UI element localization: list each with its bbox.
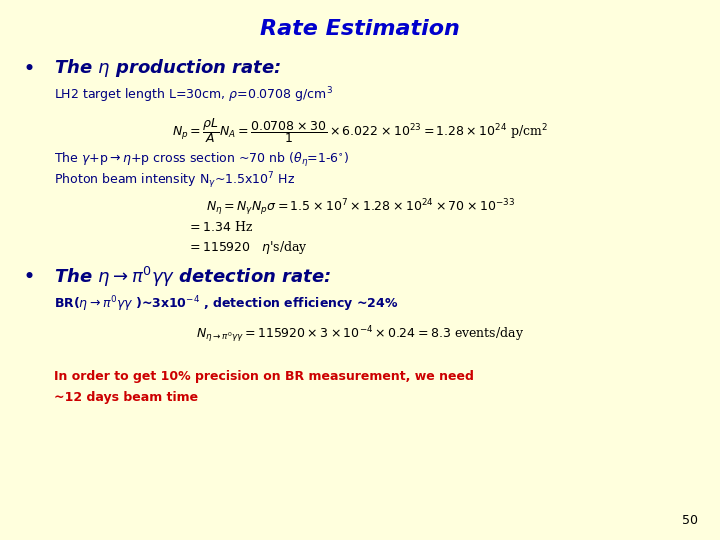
Text: In order to get 10% precision on BR measurement, we need: In order to get 10% precision on BR meas… [54, 370, 474, 383]
Text: ~12 days beam time: ~12 days beam time [54, 392, 198, 404]
Text: Rate Estimation: Rate Estimation [260, 19, 460, 39]
Text: $N_{\eta\rightarrow\pi^0\gamma\gamma} = 115920\times3\times10^{-4}\times0.24 = 8: $N_{\eta\rightarrow\pi^0\gamma\gamma} = … [196, 324, 524, 345]
Text: $N_p = \dfrac{\rho L}{A} N_A = \dfrac{0.0708\times30}{1}\times6.022\times10^{23}: $N_p = \dfrac{\rho L}{A} N_A = \dfrac{0.… [172, 116, 548, 145]
Text: The $\eta$ production rate:: The $\eta$ production rate: [54, 57, 282, 79]
Text: The $\eta$$\rightarrow$$\pi^0\gamma\gamma$ detection rate:: The $\eta$$\rightarrow$$\pi^0\gamma\gamm… [54, 265, 331, 289]
Text: The $\gamma$+p$\rightarrow$$\eta$+p cross section ~70 nb ($\theta_{\eta}$=1-6$^{: The $\gamma$+p$\rightarrow$$\eta$+p cros… [54, 151, 350, 169]
Text: BR($\eta$$\rightarrow$$\pi^0\gamma\gamma$ )~3x10$^{-4}$ , detection efficiency ~: BR($\eta$$\rightarrow$$\pi^0\gamma\gamma… [54, 294, 398, 314]
Text: $= 115920 \quad \eta$'s/day: $= 115920 \quad \eta$'s/day [187, 239, 308, 255]
Text: $\bullet$: $\bullet$ [22, 265, 33, 285]
Text: $\bullet$: $\bullet$ [22, 57, 33, 77]
Text: Photon beam intensity N$_{\gamma}$~1.5x10$^7$ Hz: Photon beam intensity N$_{\gamma}$~1.5x1… [54, 170, 295, 191]
Text: 50: 50 [683, 514, 698, 526]
Text: LH2 target length L=30cm, $\rho$=0.0708 g/cm$^3$: LH2 target length L=30cm, $\rho$=0.0708 … [54, 85, 333, 105]
Text: $= 1.34$ Hz: $= 1.34$ Hz [187, 220, 253, 234]
Text: $N_{\eta} = N_{\gamma}N_p\sigma = 1.5\times10^7\times1.28\times10^{24}\times70\t: $N_{\eta} = N_{\gamma}N_p\sigma = 1.5\ti… [205, 197, 515, 218]
